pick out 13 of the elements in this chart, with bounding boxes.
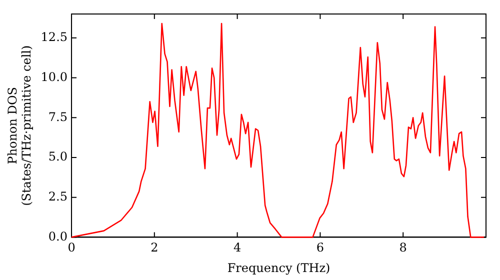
y-tick-label: 5.0 xyxy=(48,150,68,164)
x-tick-label: 0 xyxy=(68,240,76,255)
x-tick-label: 2 xyxy=(150,240,158,255)
x-tick-label: 4 xyxy=(233,240,242,255)
y-tick-label: 12.5 xyxy=(40,30,68,44)
x-axis-title: Frequency (THz) xyxy=(227,260,330,275)
x-tick-label: 6 xyxy=(316,240,324,255)
x-tick-label: 8 xyxy=(399,240,407,255)
y-axis-title: Phonon DOS (States/THz·primitive cell) xyxy=(5,45,34,206)
y-tick-label: 0.0 xyxy=(48,229,68,244)
y-tick-label: 7.5 xyxy=(48,110,68,124)
y-tick-label: 10.0 xyxy=(40,70,68,84)
y-tick-label: 2.5 xyxy=(48,189,68,204)
